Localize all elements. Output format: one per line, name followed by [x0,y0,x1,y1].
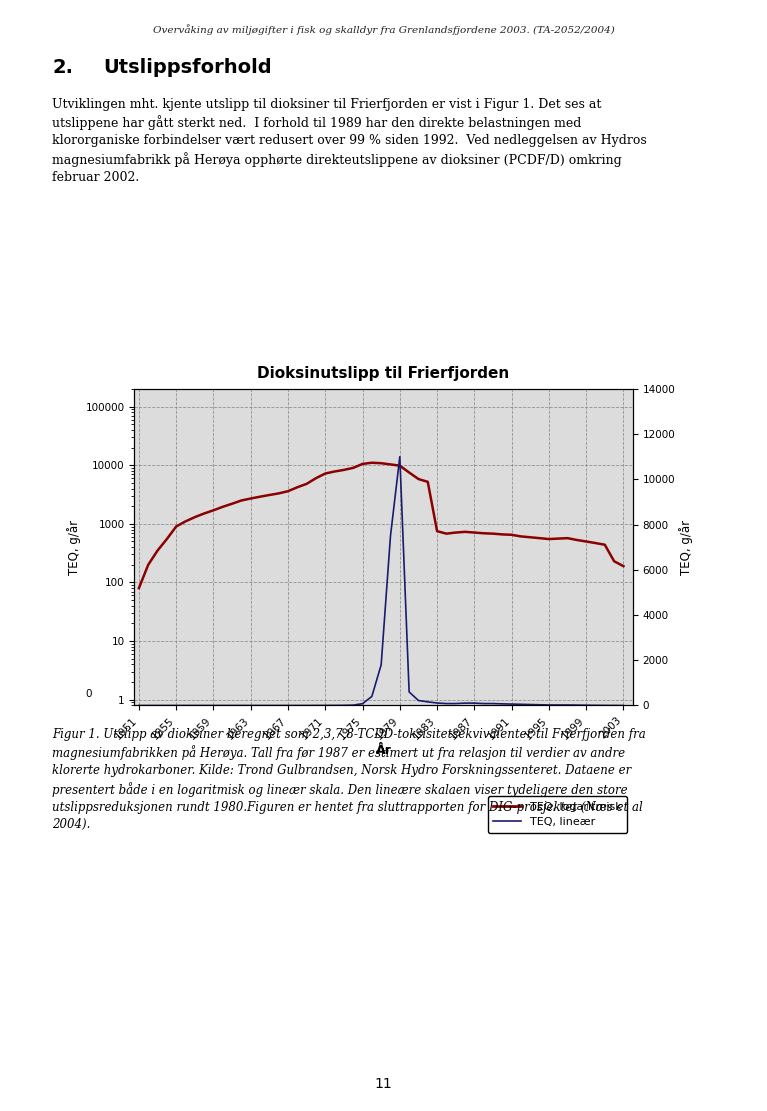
Text: 11: 11 [374,1077,393,1091]
Text: 0: 0 [85,689,92,699]
Text: Figur 1. Utslipp av dioksiner beregnet som 2,3,7,8-TCDD-toksisitetsekvivalenter : Figur 1. Utslipp av dioksiner beregnet s… [52,728,646,831]
X-axis label: År: År [376,743,391,757]
Text: 2.: 2. [52,58,73,77]
Title: Dioksinutslipp til Frierfjorden: Dioksinutslipp til Frierfjorden [258,366,509,381]
Y-axis label: TEQ, g/år: TEQ, g/år [67,520,81,574]
Text: Overvåking av miljøgifter i fisk og skalldyr fra Grenlandsfjordene 2003. (TA-205: Overvåking av miljøgifter i fisk og skal… [153,24,614,36]
Text: Utviklingen mht. kjente utslipp til dioksiner til Frierfjorden er vist i Figur 1: Utviklingen mht. kjente utslipp til diok… [52,98,647,184]
Text: Utslippsforhold: Utslippsforhold [104,58,272,77]
Legend: TEQ, logaritmisk, TEQ, lineær: TEQ, logaritmisk, TEQ, lineær [488,797,627,833]
Y-axis label: TEQ, g/år: TEQ, g/år [680,520,693,574]
